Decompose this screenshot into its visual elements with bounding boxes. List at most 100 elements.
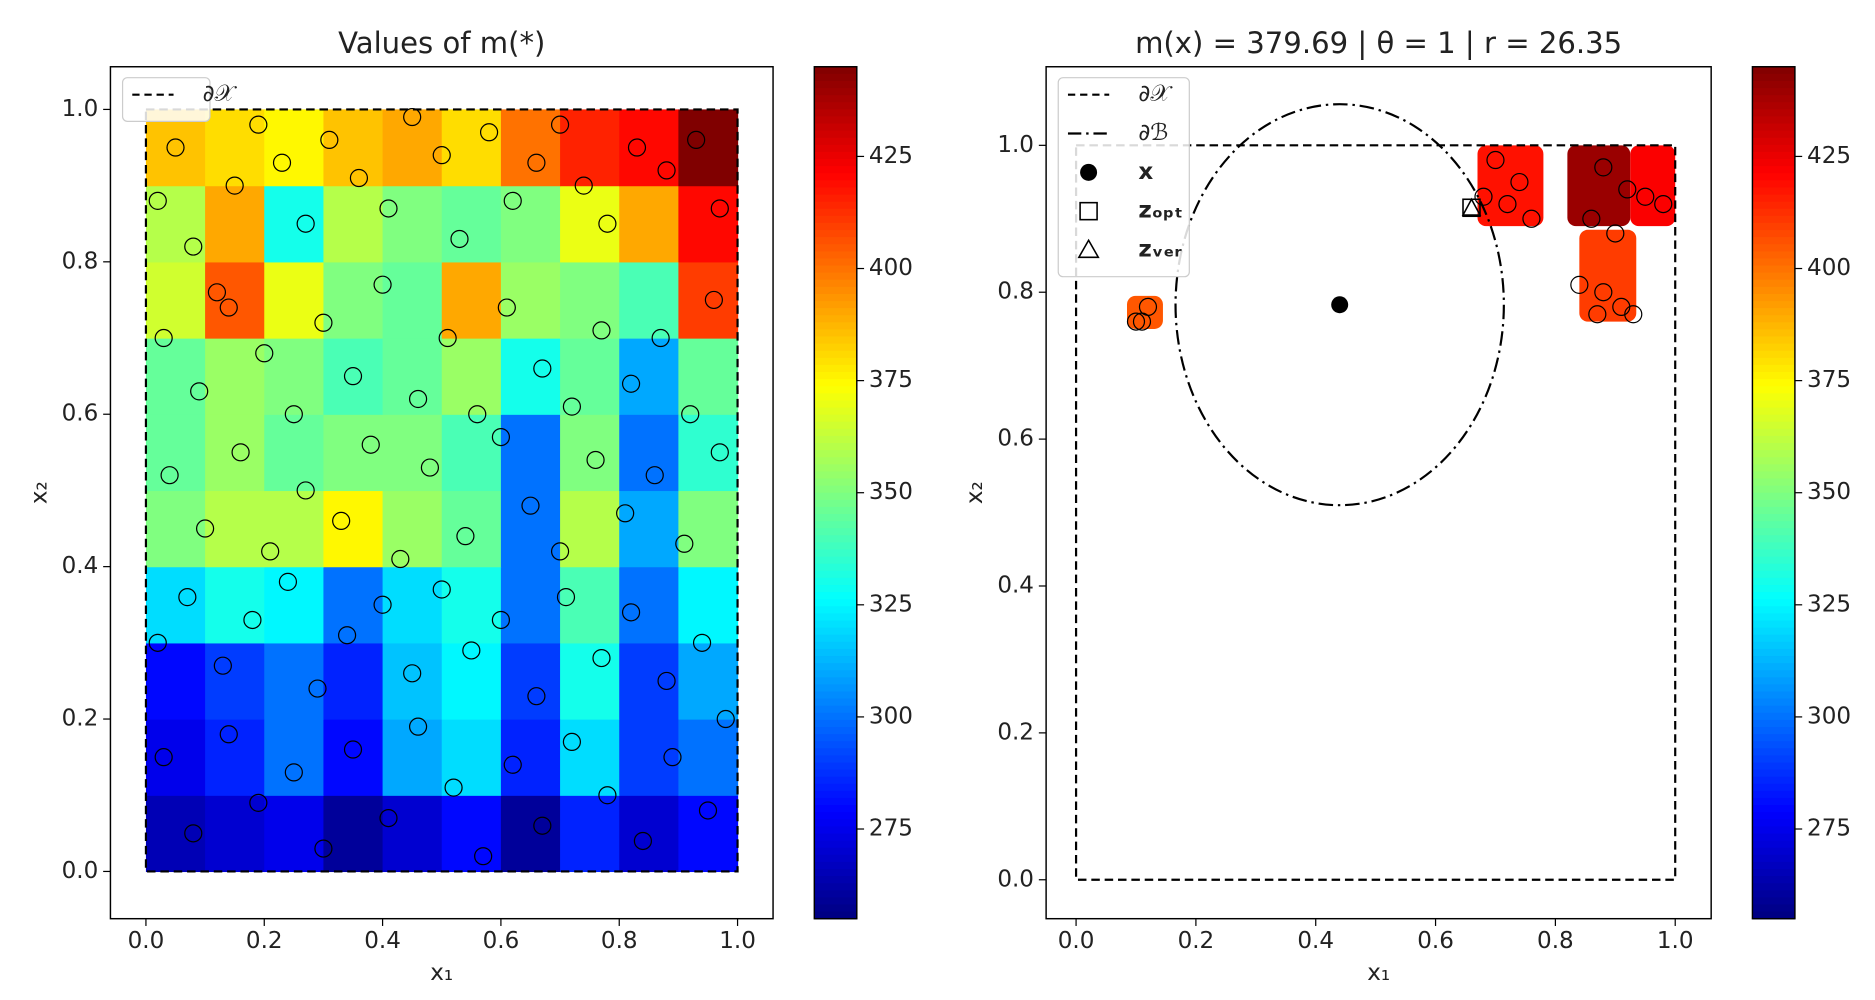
sample-point [663,748,682,767]
colorbar-segment [1752,421,1795,430]
colorbar-segment [814,755,857,764]
sample-point [243,610,262,630]
colorbar-segment [1752,790,1795,799]
domain-boundary [1074,144,1677,881]
sample-point [154,748,173,767]
colorbar-segment [1752,712,1795,721]
colorbar-segment [1752,514,1795,522]
legend-symbol [1080,163,1098,181]
colorbar-segment [1752,73,1795,82]
colorbar-segment [1752,783,1795,792]
colorbar-segment [814,627,857,636]
x-axis-label: x₁ [1367,960,1390,986]
sample-point [562,732,582,752]
heatmap-cell [619,414,680,492]
sample-point [1624,305,1643,324]
colorbar-segment [1752,293,1795,302]
colorbar-segment [1752,897,1795,906]
colorbar-segment [814,301,857,309]
colorbar-segment [1752,471,1795,480]
heatmap-cell [678,261,739,339]
x-point [1331,296,1349,314]
heatmap-cell [264,185,325,263]
colorbar-segment [814,634,857,643]
heatmap-cell [382,338,443,415]
legend-label: zₒₚₜ [1138,198,1183,224]
colorbar-segment [1752,741,1795,749]
colorbar-segment [814,322,857,331]
colorbar-segment [814,819,857,828]
sample-point [314,839,333,858]
colorbar-segment [814,159,857,167]
sample-point [1486,150,1505,170]
colorbar-segment [814,577,857,586]
sample-point [598,786,617,805]
x-tick-label: 0.8 [1537,928,1574,954]
colorbar-segment [1752,102,1795,110]
colorbar-segment [814,592,857,600]
heatmap-cell [323,261,384,339]
sample-point [456,527,475,546]
colorbar-segment [1752,478,1795,487]
colorbar-segment [1752,904,1795,913]
heatmap-cell [619,719,680,796]
sample-point [1570,275,1589,294]
x-tick-label: 0.8 [601,928,638,954]
colorbar-segment [1752,315,1795,323]
sample-point [184,237,203,256]
colorbar-segment [1752,528,1795,536]
colorbar-segment [1752,457,1795,465]
sample-point [527,153,546,172]
sample-point [645,466,664,485]
sample-point [627,138,647,157]
sample-point [249,115,268,134]
colorbar-segment [814,258,857,267]
colorbar-segment [814,194,857,203]
colorbar-segment [814,514,857,522]
colorbar-segment [814,506,857,515]
colorbar-segment [814,357,857,366]
x-axis-label: x₁ [430,960,453,986]
colorbar-segment [1752,535,1795,544]
sample-point [432,146,451,165]
colorbar-segment [814,116,857,125]
heatmap-cell [441,185,502,263]
heatmap-cell [145,109,206,187]
colorbar-segment [1752,776,1795,785]
colorbar-tick-label: 325 [1807,591,1851,617]
heatmap-cell [560,338,620,415]
colorbar-tick-label: 275 [1807,816,1851,842]
colorbar-segment [1752,336,1795,345]
colorbar-segment [1752,599,1795,607]
legend-symbol [1079,201,1098,221]
colorbar-segment [814,166,857,174]
colorbar-segment [814,364,857,373]
colorbar-tick-label: 425 [869,143,913,169]
heatmap-cell [619,642,680,720]
sample-point [154,328,173,348]
colorbar-segment [1752,812,1795,820]
colorbar-segment [1752,883,1795,891]
colorbar-segment [814,698,857,707]
colorbar-segment [814,741,857,749]
colorbar-segment [814,443,857,451]
legend-box [1057,77,1190,278]
heatmap-cell [619,566,680,644]
colorbar-segment [1752,727,1795,735]
colorbar-segment [1752,166,1795,174]
heatmap-cell [560,109,620,187]
heatmap-cell [560,795,620,873]
colorbar-segment [814,457,857,465]
colorbar-segment [1752,201,1795,210]
colorbar-segment [814,201,857,210]
sample-point [403,107,422,127]
sample-point [1636,187,1655,206]
colorbar-segment [814,407,857,416]
colorbar-segment [814,585,857,593]
colorbar-segment [1752,308,1795,316]
sample-point [284,405,303,424]
sample-point [249,793,268,812]
sample-point [450,229,469,249]
colorbar-segment [814,641,857,650]
